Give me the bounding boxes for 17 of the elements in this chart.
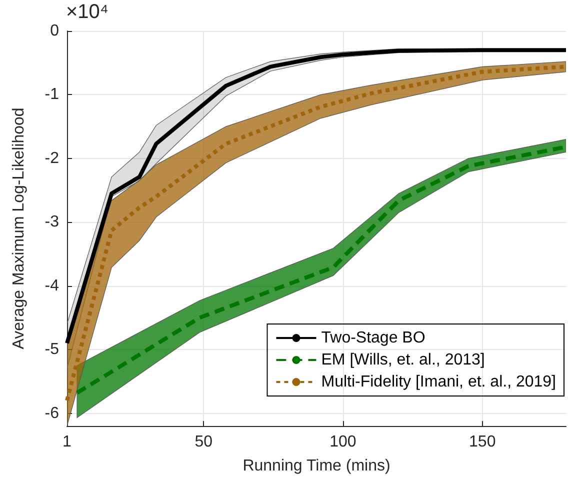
x-tick-label: 1	[62, 434, 72, 450]
x-tick-label: 100	[330, 434, 356, 450]
legend-label: Multi-Fidelity [Imani, et. al., 2019]	[321, 374, 556, 390]
y-tick-label: -3	[44, 214, 60, 231]
x-tick-label: 150	[469, 434, 496, 450]
y-tick-label: -4	[44, 277, 60, 294]
y-tick-label: 0	[50, 22, 60, 40]
x-tick-label: 50	[194, 434, 213, 450]
y-axis-title: Average Maximum Log-Likelihood	[10, 108, 28, 350]
legend-label: Two-Stage BO	[321, 330, 426, 346]
legend-label: EM [Wills, et. al., 2013]	[321, 352, 485, 368]
y-tick-label: -2	[44, 150, 60, 167]
text: ×10⁴	[66, 1, 109, 23]
y-tick-label: -6	[44, 404, 60, 422]
y-tick-label: -1	[44, 86, 60, 104]
y-tick-label: -5	[44, 341, 60, 358]
x-axis-title: Running Time (mins)	[242, 458, 390, 474]
